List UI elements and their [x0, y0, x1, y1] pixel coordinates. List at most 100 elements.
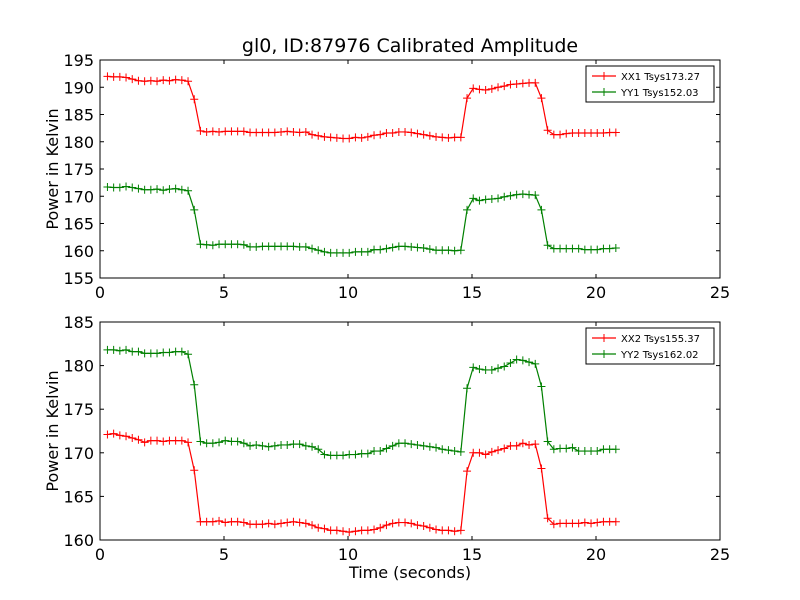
data-point	[270, 520, 279, 529]
chart-title: gl0, ID:87976 Calibrated Amplitude	[242, 35, 578, 57]
data-point	[295, 518, 304, 527]
data-point	[277, 127, 286, 136]
data-point	[208, 517, 217, 526]
data-point	[208, 127, 217, 136]
data-point	[196, 240, 205, 249]
data-point	[481, 450, 490, 459]
data-point	[239, 518, 248, 527]
data-point	[289, 127, 298, 136]
data-point	[543, 241, 552, 250]
data-point	[388, 243, 397, 252]
data-point	[407, 128, 416, 137]
data-point	[165, 185, 174, 194]
data-point	[531, 78, 540, 87]
y-tick-label: 160	[63, 531, 94, 550]
data-point	[363, 449, 372, 458]
data-point	[388, 441, 397, 450]
data-point	[450, 447, 459, 456]
data-point	[469, 84, 478, 93]
data-point	[518, 190, 527, 199]
data-point	[587, 519, 596, 528]
data-point	[115, 346, 124, 355]
data-point	[239, 127, 248, 136]
x-tick-label: 20	[586, 283, 606, 302]
y-tick-label: 170	[63, 187, 94, 206]
data-point	[543, 514, 552, 523]
legend: XX2 Tsys155.37 YY2 Tsys162.02	[585, 327, 715, 365]
data-point	[184, 350, 193, 359]
data-point	[128, 75, 137, 84]
data-point	[339, 527, 348, 536]
data-point	[134, 76, 143, 85]
y-tick-label: 165	[63, 487, 94, 506]
data-point	[177, 185, 186, 194]
data-point	[295, 440, 304, 449]
data-point	[512, 355, 521, 364]
data-point	[463, 94, 472, 103]
data-point	[574, 244, 583, 253]
data-point	[270, 128, 279, 137]
data-point	[314, 131, 323, 140]
data-point	[103, 430, 112, 439]
data-point	[481, 85, 490, 94]
data-point	[376, 523, 385, 532]
data-point	[270, 441, 279, 450]
data-point	[258, 520, 267, 529]
data-point	[425, 442, 434, 451]
data-point	[494, 83, 503, 92]
data-point	[264, 442, 273, 451]
data-point	[475, 448, 484, 457]
data-point	[320, 132, 329, 141]
data-point	[611, 128, 620, 137]
data-point	[370, 131, 379, 140]
x-tick-label: 25	[710, 545, 730, 564]
data-point	[401, 242, 410, 251]
data-point	[177, 76, 186, 85]
data-point	[456, 133, 465, 142]
data-point	[599, 129, 608, 138]
data-point	[351, 133, 360, 142]
data-point	[115, 183, 124, 192]
legend-label: XX1 Tsys173.27	[621, 72, 700, 83]
data-point	[153, 349, 162, 358]
data-point	[562, 129, 571, 138]
y-axis-label: Power in Kelvin	[43, 108, 62, 229]
legend-marker	[600, 72, 608, 80]
data-point	[171, 75, 180, 84]
data-point	[351, 450, 360, 459]
data-point	[506, 80, 515, 89]
data-point	[146, 76, 155, 85]
data-point	[339, 451, 348, 460]
data-point	[407, 242, 416, 251]
data-point	[525, 440, 534, 449]
y-axis-label: Power in Kelvin	[43, 370, 62, 491]
legend-label: XX2 Tsys155.37	[621, 334, 700, 345]
data-point	[556, 130, 565, 139]
data-point	[500, 444, 509, 453]
data-point	[122, 73, 131, 82]
data-point	[537, 464, 546, 473]
y-tick-label: 165	[63, 215, 94, 234]
legend-marker	[600, 350, 608, 358]
data-point	[196, 437, 205, 446]
y-tick-label: 155	[63, 269, 94, 288]
data-point	[246, 441, 255, 450]
x-tick-label: 10	[338, 283, 358, 302]
data-point	[419, 130, 428, 139]
x-tick-label: 15	[462, 283, 482, 302]
data-point	[413, 243, 422, 252]
data-point	[122, 432, 131, 441]
legend-label: YY1 Tsys152.03	[620, 88, 699, 99]
data-point	[301, 519, 310, 528]
data-point	[500, 192, 509, 201]
data-point	[370, 525, 379, 534]
data-point	[289, 517, 298, 526]
data-point	[128, 433, 137, 442]
data-point	[605, 244, 614, 253]
data-point	[134, 435, 143, 444]
data-point	[525, 190, 534, 199]
data-point	[506, 191, 515, 200]
data-point	[165, 348, 174, 357]
data-point	[233, 240, 242, 249]
data-point	[320, 450, 329, 459]
